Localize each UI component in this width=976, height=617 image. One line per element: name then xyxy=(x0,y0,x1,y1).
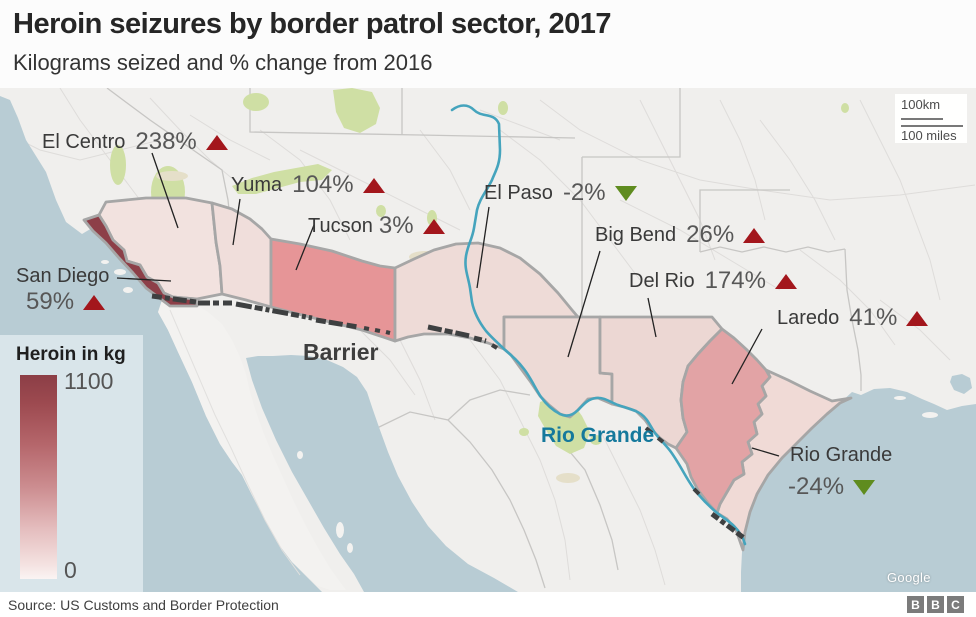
sector-name: Big Bend xyxy=(595,223,677,246)
label-el-centro: El Centro 238% xyxy=(42,128,228,156)
scale-km-label: 100km xyxy=(901,97,941,112)
change-up-icon xyxy=(422,218,445,234)
sector-change: 59% xyxy=(26,288,75,315)
islands xyxy=(101,260,938,553)
legend-title: Heroin in kg xyxy=(16,344,126,365)
bbc-logo-letter: B xyxy=(907,596,924,613)
label-san-diego-change: 59% xyxy=(26,288,106,316)
baja-peninsula xyxy=(158,294,346,590)
label-el-paso: El Paso -2% xyxy=(484,179,637,207)
sector-change: 3% xyxy=(378,212,414,239)
legend: Heroin in kg 1100 0 xyxy=(0,335,143,592)
sector-change: 104% xyxy=(292,171,354,198)
sector-change: -2% xyxy=(562,179,606,206)
river-label: Rio Grande xyxy=(541,424,655,447)
change-up-icon xyxy=(205,134,228,150)
legend-max-value: 1100 xyxy=(64,368,114,394)
sector-name: Rio Grande xyxy=(790,444,893,466)
scale-km-bar xyxy=(901,118,943,120)
google-watermark: Google xyxy=(887,570,931,585)
change-up-icon xyxy=(83,294,106,310)
label-rio-grande-sector: Rio Grande xyxy=(790,444,892,467)
sector-change: -24% xyxy=(788,473,845,500)
sector-name: Laredo xyxy=(777,306,840,329)
bbc-logo-letter: B xyxy=(927,596,944,613)
coastal-bay xyxy=(950,374,972,394)
sector-name: Yuma xyxy=(231,173,283,196)
change-up-icon xyxy=(906,310,929,326)
map-scale: 100km 100 miles xyxy=(895,94,967,143)
sector-name: El Paso xyxy=(484,181,553,204)
barrier-label: Barrier xyxy=(303,339,379,365)
footer: Source: US Customs and Border Protection… xyxy=(0,592,976,617)
sector-name: San Diego xyxy=(16,265,110,287)
sector-polygons xyxy=(82,196,853,552)
header: Heroin seizures by border patrol sector,… xyxy=(0,0,976,88)
label-del-rio: Del Rio 174% xyxy=(629,267,797,295)
label-san-diego: San Diego xyxy=(16,265,109,288)
page-title: Heroin seizures by border patrol sector,… xyxy=(13,8,612,40)
label-rio-grande-change: -24% xyxy=(788,473,876,501)
label-big-bend: Big Bend 26% xyxy=(595,221,766,249)
sector-change: 26% xyxy=(686,221,735,248)
sector-change: 41% xyxy=(849,304,898,331)
sector-san-diego xyxy=(82,213,199,308)
state-borders xyxy=(106,88,862,589)
legend-min-value: 0 xyxy=(64,557,77,583)
change-down-icon xyxy=(614,185,637,201)
change-down-icon xyxy=(853,479,876,495)
sector-laredo xyxy=(674,327,772,515)
page-subtitle: Kilograms seized and % change from 2016 xyxy=(13,50,433,75)
change-up-icon xyxy=(743,227,766,243)
sector-change: 174% xyxy=(704,267,766,294)
sector-name: Del Rio xyxy=(629,269,695,292)
label-laredo: Laredo 41% xyxy=(777,304,929,332)
change-up-icon xyxy=(774,273,797,289)
change-up-icon xyxy=(362,177,385,193)
map-canvas xyxy=(0,88,976,592)
baja-road xyxy=(169,309,301,576)
road-network xyxy=(0,88,976,586)
label-tucson: Tucson 3% xyxy=(308,212,445,240)
leader-lines xyxy=(116,152,780,457)
bbc-logo-letter: C xyxy=(947,596,964,613)
sector-change: 238% xyxy=(135,128,197,155)
sector-name: El Centro xyxy=(42,130,126,153)
legend-gradient-bar xyxy=(20,375,57,579)
bbc-logo: B B C xyxy=(907,596,964,613)
barrier-line xyxy=(151,293,746,540)
source-attribution: Source: US Customs and Border Protection xyxy=(8,597,279,613)
border-map: El Centro 238% Yuma 104% Tucson 3% El Pa… xyxy=(0,88,976,592)
sector-name: Tucson xyxy=(308,214,373,237)
scale-miles-bar xyxy=(901,125,963,127)
scale-miles-label: 100 miles xyxy=(901,128,957,143)
label-yuma: Yuma 104% xyxy=(231,171,385,199)
rio-grande-river xyxy=(450,104,747,546)
gulf-of-california xyxy=(246,355,518,592)
sector-el-paso xyxy=(393,241,580,351)
